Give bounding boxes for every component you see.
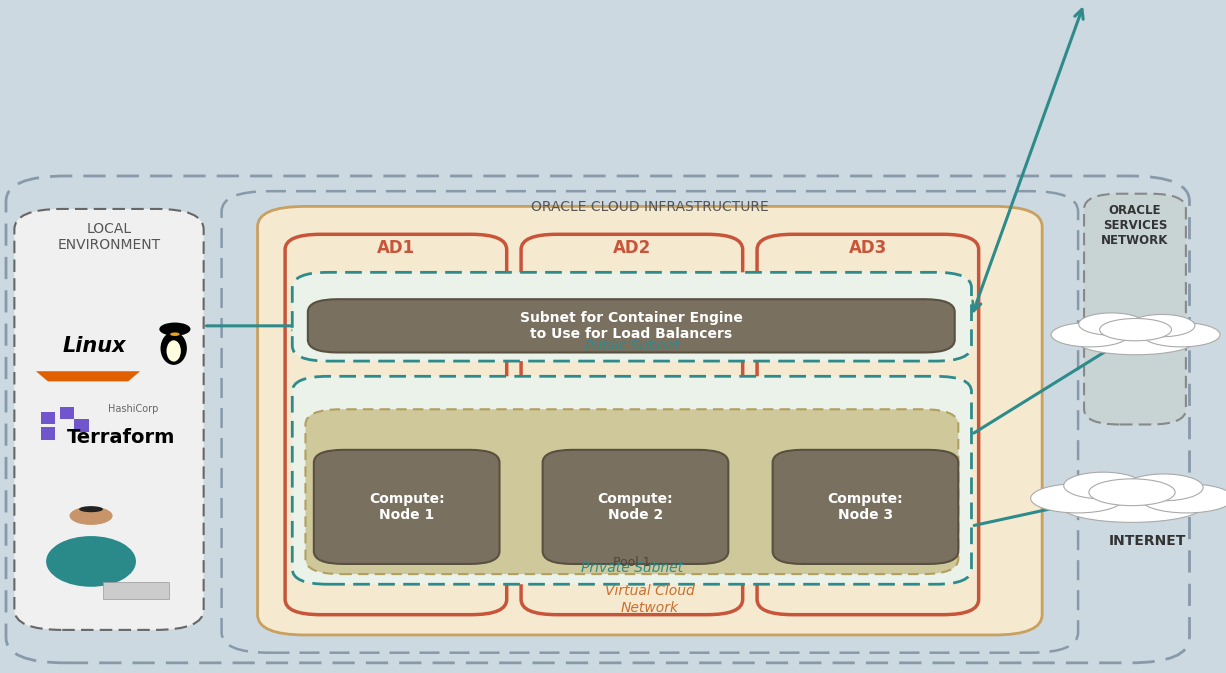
Text: Linux: Linux (63, 336, 126, 356)
Text: LOCAL
ENVIRONMENT: LOCAL ENVIRONMENT (58, 221, 161, 252)
FancyBboxPatch shape (543, 450, 728, 564)
FancyBboxPatch shape (222, 191, 1078, 653)
FancyBboxPatch shape (292, 273, 971, 361)
FancyBboxPatch shape (257, 207, 1042, 635)
Text: HashiCorp: HashiCorp (108, 404, 158, 415)
Text: Virtual Cloud
Network: Virtual Cloud Network (604, 584, 695, 614)
Text: Terraform: Terraform (66, 427, 175, 447)
Ellipse shape (170, 332, 180, 336)
Text: Private Subnet: Private Subnet (581, 561, 683, 575)
Text: Compute:
Node 3: Compute: Node 3 (828, 492, 904, 522)
FancyBboxPatch shape (6, 176, 1189, 663)
Text: INTERNET: INTERNET (1108, 534, 1187, 548)
FancyBboxPatch shape (15, 209, 204, 630)
Ellipse shape (1064, 472, 1143, 499)
Text: ORACLE
SERVICES
NETWORK: ORACLE SERVICES NETWORK (1101, 204, 1168, 247)
Ellipse shape (78, 506, 103, 512)
Ellipse shape (1060, 489, 1204, 522)
Ellipse shape (1031, 484, 1124, 513)
FancyBboxPatch shape (40, 412, 55, 425)
FancyBboxPatch shape (292, 376, 971, 584)
Text: AD3: AD3 (848, 240, 886, 257)
FancyBboxPatch shape (75, 419, 88, 432)
FancyBboxPatch shape (305, 409, 959, 574)
Ellipse shape (1075, 327, 1195, 355)
FancyBboxPatch shape (521, 234, 743, 614)
Ellipse shape (1143, 322, 1220, 347)
Text: Compute:
Node 1: Compute: Node 1 (369, 492, 445, 522)
Circle shape (70, 507, 113, 525)
Ellipse shape (1089, 479, 1175, 505)
Text: Public Subnet: Public Subnet (585, 339, 679, 353)
Circle shape (159, 322, 190, 336)
Ellipse shape (1100, 318, 1172, 341)
FancyBboxPatch shape (314, 450, 499, 564)
FancyBboxPatch shape (1084, 194, 1186, 425)
FancyBboxPatch shape (758, 234, 978, 614)
FancyBboxPatch shape (772, 450, 959, 564)
Ellipse shape (1129, 314, 1195, 336)
FancyBboxPatch shape (103, 581, 169, 600)
Ellipse shape (1140, 484, 1226, 513)
Ellipse shape (167, 341, 181, 361)
Text: Subnet for Container Engine
to Use for Load Balancers: Subnet for Container Engine to Use for L… (520, 311, 743, 341)
Ellipse shape (1051, 322, 1129, 347)
FancyBboxPatch shape (286, 234, 506, 614)
Text: AD1: AD1 (376, 240, 414, 257)
Ellipse shape (47, 536, 136, 587)
Ellipse shape (1079, 313, 1145, 335)
FancyBboxPatch shape (308, 299, 955, 353)
Text: AD2: AD2 (613, 240, 651, 257)
Text: ORACLE CLOUD INFRASTRUCTURE: ORACLE CLOUD INFRASTRUCTURE (531, 201, 769, 214)
Text: Compute:
Node 2: Compute: Node 2 (597, 492, 673, 522)
FancyBboxPatch shape (40, 427, 55, 439)
Ellipse shape (1124, 474, 1203, 501)
Polygon shape (36, 371, 140, 382)
FancyBboxPatch shape (60, 406, 75, 419)
Ellipse shape (161, 332, 186, 365)
Text: Pool 1: Pool 1 (613, 556, 651, 569)
